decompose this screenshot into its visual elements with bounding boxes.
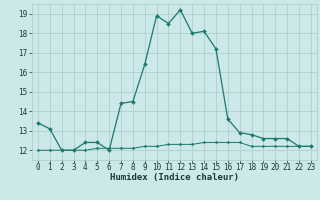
X-axis label: Humidex (Indice chaleur): Humidex (Indice chaleur) [110, 173, 239, 182]
